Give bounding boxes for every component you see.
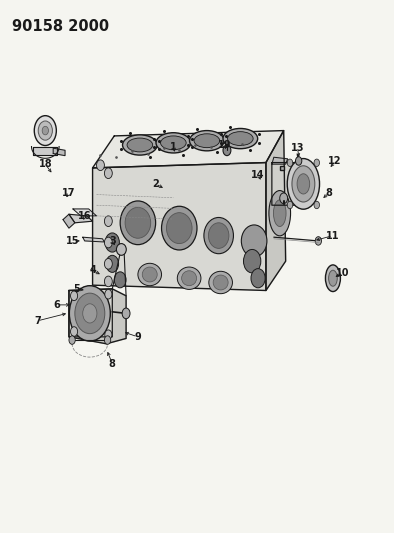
Ellipse shape — [142, 267, 157, 282]
Ellipse shape — [209, 271, 232, 294]
Text: 15: 15 — [66, 236, 80, 246]
Text: 10: 10 — [336, 268, 349, 278]
Ellipse shape — [125, 207, 151, 238]
Ellipse shape — [177, 267, 201, 289]
Ellipse shape — [127, 138, 153, 152]
Circle shape — [106, 255, 119, 272]
Circle shape — [83, 304, 97, 323]
Ellipse shape — [120, 201, 156, 245]
Polygon shape — [93, 163, 266, 290]
Ellipse shape — [227, 132, 253, 146]
Ellipse shape — [241, 225, 267, 257]
Text: 90158 2000: 90158 2000 — [12, 19, 109, 34]
Ellipse shape — [329, 270, 337, 286]
Ellipse shape — [138, 263, 162, 286]
Polygon shape — [69, 289, 112, 337]
Text: 1: 1 — [170, 142, 177, 151]
Ellipse shape — [161, 136, 186, 150]
Circle shape — [287, 201, 293, 209]
Ellipse shape — [297, 174, 310, 194]
Circle shape — [122, 308, 130, 319]
Circle shape — [71, 291, 78, 301]
Polygon shape — [73, 209, 97, 216]
Polygon shape — [53, 148, 65, 156]
Ellipse shape — [292, 166, 315, 202]
Text: 13: 13 — [291, 143, 304, 153]
Text: 16: 16 — [78, 211, 91, 221]
Circle shape — [104, 237, 112, 248]
Ellipse shape — [213, 275, 228, 290]
Polygon shape — [33, 147, 57, 155]
Ellipse shape — [204, 217, 233, 254]
Ellipse shape — [273, 200, 286, 227]
Ellipse shape — [325, 265, 340, 292]
Circle shape — [243, 249, 261, 273]
Ellipse shape — [182, 271, 197, 286]
Text: 3: 3 — [109, 236, 116, 246]
Ellipse shape — [190, 131, 224, 151]
Circle shape — [315, 237, 322, 245]
Text: 11: 11 — [326, 231, 340, 240]
Text: 8: 8 — [325, 188, 333, 198]
Circle shape — [280, 193, 288, 204]
Polygon shape — [272, 157, 288, 164]
Circle shape — [105, 233, 119, 252]
Circle shape — [314, 159, 320, 166]
Polygon shape — [272, 163, 309, 205]
Circle shape — [42, 126, 48, 135]
Ellipse shape — [162, 206, 197, 250]
Ellipse shape — [223, 128, 258, 149]
Circle shape — [104, 168, 112, 179]
Ellipse shape — [123, 135, 157, 155]
Circle shape — [104, 216, 112, 227]
Text: 7: 7 — [34, 316, 41, 326]
Polygon shape — [93, 131, 284, 168]
Ellipse shape — [117, 244, 126, 255]
Circle shape — [34, 116, 56, 146]
Ellipse shape — [166, 213, 192, 244]
Text: 19: 19 — [218, 140, 231, 150]
Polygon shape — [266, 131, 286, 290]
Ellipse shape — [208, 223, 229, 248]
Circle shape — [97, 160, 104, 171]
Polygon shape — [69, 289, 126, 344]
Text: 14: 14 — [251, 170, 265, 180]
Text: 5: 5 — [73, 284, 80, 294]
Circle shape — [251, 269, 265, 288]
Circle shape — [114, 272, 126, 288]
Circle shape — [287, 159, 293, 166]
Ellipse shape — [287, 159, 320, 209]
Text: 2: 2 — [152, 179, 159, 189]
Text: 17: 17 — [62, 188, 76, 198]
Circle shape — [104, 276, 112, 287]
Polygon shape — [63, 214, 75, 228]
Circle shape — [223, 145, 231, 156]
Ellipse shape — [194, 134, 220, 148]
Circle shape — [104, 259, 112, 269]
Circle shape — [71, 327, 78, 336]
Text: 6: 6 — [54, 300, 61, 310]
Text: 9: 9 — [134, 332, 141, 342]
Circle shape — [104, 336, 111, 344]
Text: 8: 8 — [109, 359, 116, 368]
Circle shape — [69, 286, 110, 341]
Text: 12: 12 — [328, 156, 342, 166]
Circle shape — [105, 330, 112, 340]
Circle shape — [38, 121, 52, 140]
Circle shape — [105, 289, 112, 299]
Ellipse shape — [156, 133, 191, 153]
Circle shape — [296, 157, 302, 165]
Ellipse shape — [269, 191, 290, 236]
Circle shape — [314, 201, 320, 209]
Polygon shape — [69, 214, 93, 223]
Text: 4: 4 — [89, 265, 96, 275]
Text: 18: 18 — [39, 159, 52, 169]
Circle shape — [69, 336, 75, 344]
Circle shape — [75, 293, 105, 334]
Polygon shape — [83, 237, 104, 242]
